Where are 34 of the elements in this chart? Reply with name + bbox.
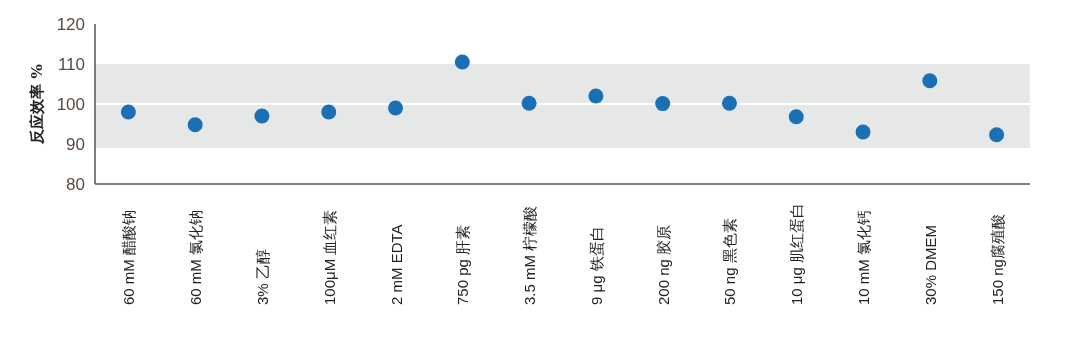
point bbox=[388, 100, 404, 116]
y-tick-label: 110 bbox=[57, 55, 85, 74]
x-tick-label: 30% DMEM bbox=[921, 224, 939, 305]
point bbox=[187, 117, 203, 133]
x-tick-label: 100μM 血红素 bbox=[320, 209, 338, 305]
point bbox=[254, 108, 270, 124]
x-tick-label: 3.5 mM 柠檬酸 bbox=[521, 205, 539, 305]
y-tick-label: 120 bbox=[56, 15, 85, 34]
x-tick-label: 9 μg 铁蛋白 bbox=[587, 226, 605, 305]
point bbox=[989, 127, 1005, 143]
point bbox=[321, 104, 337, 120]
point bbox=[788, 109, 804, 125]
x-tick-label: 50 ng 黑色素 bbox=[721, 218, 739, 305]
x-tick-label: 2 mM EDTA bbox=[387, 224, 405, 305]
point bbox=[454, 54, 470, 70]
x-tick-label: 10 μg 肌红蛋白 bbox=[788, 202, 806, 305]
point bbox=[655, 96, 671, 112]
y-tick-label: 90 bbox=[66, 135, 85, 154]
point bbox=[922, 73, 938, 89]
point bbox=[588, 88, 604, 104]
x-tick-label: 200 ng 胶原 bbox=[654, 224, 672, 305]
point bbox=[855, 124, 871, 140]
point bbox=[120, 104, 136, 120]
point bbox=[721, 95, 737, 111]
x-tick-label: 750 pg 肝素 bbox=[454, 224, 472, 305]
x-tick-label: 3% 乙醇 bbox=[253, 249, 271, 305]
point bbox=[521, 95, 537, 111]
x-tick-label: 150 ng腐殖酸 bbox=[988, 214, 1006, 305]
x-tick-label: 60 mM 氯化钠 bbox=[187, 209, 205, 305]
x-tick-label: 60 mM 醋酸钠 bbox=[120, 209, 138, 305]
x-tick-label: 10 mM 氯化钙 bbox=[855, 209, 873, 305]
y-tick-label: 100 bbox=[56, 95, 85, 114]
y-axis-title: 反应效率 % bbox=[28, 64, 46, 145]
y-tick-label: 80 bbox=[66, 175, 85, 194]
